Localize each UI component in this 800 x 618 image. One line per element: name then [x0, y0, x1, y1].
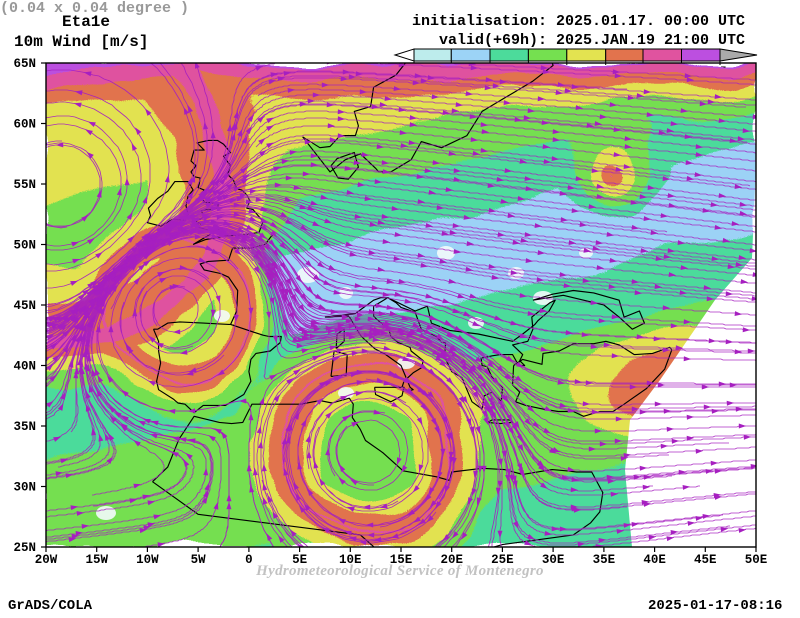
svg-text:50N: 50N	[13, 239, 36, 253]
svg-text:60N: 60N	[13, 118, 36, 132]
svg-text:40N: 40N	[13, 360, 36, 374]
svg-text:30N: 30N	[13, 481, 36, 495]
svg-text:65N: 65N	[13, 57, 36, 71]
svg-text:45N: 45N	[13, 299, 36, 313]
svg-text:35N: 35N	[13, 420, 36, 434]
svg-text:25N: 25N	[13, 541, 36, 555]
svg-text:55N: 55N	[13, 178, 36, 192]
